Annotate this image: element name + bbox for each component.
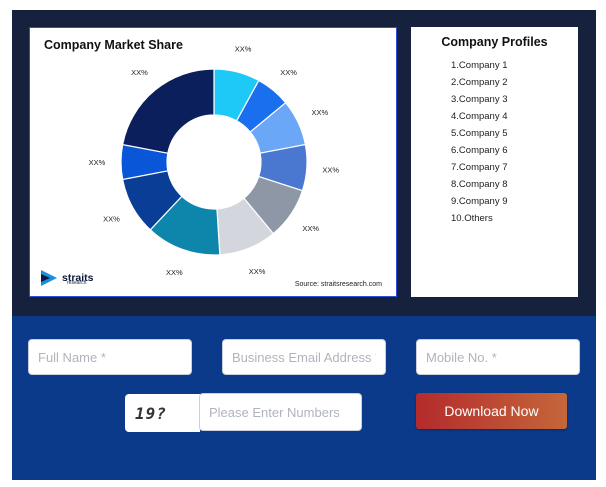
email-field[interactable] xyxy=(222,339,386,375)
logo-wordmark: straits xyxy=(62,271,94,284)
slice-data-label: XX% xyxy=(166,268,183,277)
slice-data-label: XX% xyxy=(312,108,329,117)
list-item: 7.Company 7 xyxy=(451,162,508,173)
slice-data-label: XX% xyxy=(103,214,120,223)
list-item: 4.Company 4 xyxy=(451,111,508,122)
slice-data-label: XX% xyxy=(235,45,252,54)
slice-data-label: XX% xyxy=(249,267,266,276)
slice-data-label: XX% xyxy=(302,224,319,233)
company-profiles-card: Company Profiles 1.Company 1 2.Company 2… xyxy=(411,27,578,297)
chart-source: Source: straitsresearch.com xyxy=(294,281,382,288)
captcha-image: 19? xyxy=(125,394,200,432)
profiles-title: Company Profiles xyxy=(441,35,548,49)
straits-logo: straits research xyxy=(41,269,94,287)
market-share-chart-card: XX% XX% XX% XX% XX% XX% XX% XX% XX% XX% Company M… xyxy=(29,27,397,297)
list-item: 8.Company 8 xyxy=(451,179,508,190)
market-share-donut-chart: XX% XX% XX% XX% XX% XX% XX% XX% XX% XX% xyxy=(89,45,340,277)
download-now-button[interactable]: Download Now xyxy=(416,393,567,429)
profiles-list: 1.Company 1 2.Company 2 3.Company 3 4.Co… xyxy=(451,57,508,227)
list-item: 2.Company 2 xyxy=(451,77,508,88)
donut-slice xyxy=(121,68,215,154)
mobile-field[interactable] xyxy=(416,339,580,375)
list-item: 6.Company 6 xyxy=(451,145,508,156)
full-name-field[interactable] xyxy=(28,339,192,375)
slice-data-label: XX% xyxy=(131,68,148,77)
chart-title: Company Market Share xyxy=(44,38,183,52)
list-item: 1.Company 1 xyxy=(451,60,508,71)
logo-subtext: research xyxy=(67,280,87,286)
straits-logo-icon xyxy=(41,270,57,286)
slice-data-label: XX% xyxy=(322,165,339,174)
slice-data-label: XX% xyxy=(89,158,106,167)
list-item: 10.Others xyxy=(451,213,493,224)
captcha-input[interactable] xyxy=(199,393,362,431)
list-item: 9.Company 9 xyxy=(451,196,508,207)
list-item: 3.Company 3 xyxy=(451,94,508,105)
slice-data-label: XX% xyxy=(280,68,297,77)
list-item: 5.Company 5 xyxy=(451,128,508,139)
